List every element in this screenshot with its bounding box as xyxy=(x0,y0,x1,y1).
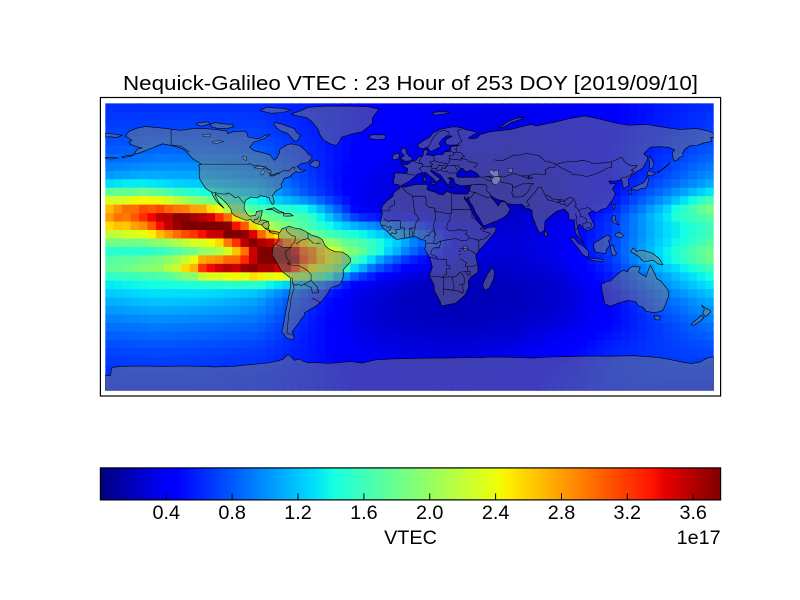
svg-text:1e17: 1e17 xyxy=(677,527,721,549)
svg-text:2.8: 2.8 xyxy=(548,502,576,524)
svg-text:3.2: 3.2 xyxy=(614,502,642,524)
svg-text:1.2: 1.2 xyxy=(284,502,312,524)
svg-text:0.8: 0.8 xyxy=(218,502,246,524)
svg-text:VTEC: VTEC xyxy=(384,527,437,549)
svg-text:2.4: 2.4 xyxy=(482,502,510,524)
svg-text:1.6: 1.6 xyxy=(350,502,378,524)
svg-text:Nequick-Galileo VTEC : 23 Hour: Nequick-Galileo VTEC : 23 Hour of 253 DO… xyxy=(123,73,698,95)
svg-text:0.4: 0.4 xyxy=(153,502,181,524)
svg-text:2.0: 2.0 xyxy=(416,502,444,524)
svg-text:3.6: 3.6 xyxy=(679,502,707,524)
